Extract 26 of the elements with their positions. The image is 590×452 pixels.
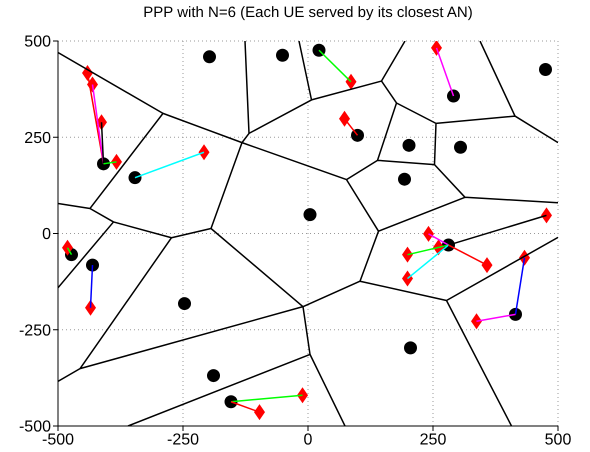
point [178,297,191,310]
point [207,369,220,382]
point [404,341,417,354]
x-tick-label: -250 [166,431,200,448]
point [539,62,552,76]
point [304,208,316,222]
x-tick-label: -500 [42,431,74,448]
point [276,48,289,62]
point [351,128,364,142]
x-tick-label: 500 [544,431,572,448]
point [454,140,467,154]
x-tick-label: 250 [420,431,446,448]
y-tick-label: 500 [24,34,52,51]
y-tick-label: -250 [18,322,52,340]
point [128,171,142,184]
point [447,90,460,103]
point [402,138,416,152]
y-tick-label: 250 [24,130,52,147]
point [431,41,442,56]
x-tick-label: 0 [304,431,313,448]
point [86,258,99,272]
point [203,50,216,64]
chart-title: PPP with N=6 (Each UE served by its closest AN) [142,4,474,21]
point [398,172,411,186]
point [312,44,326,57]
y-tick-label: 0 [42,226,52,244]
